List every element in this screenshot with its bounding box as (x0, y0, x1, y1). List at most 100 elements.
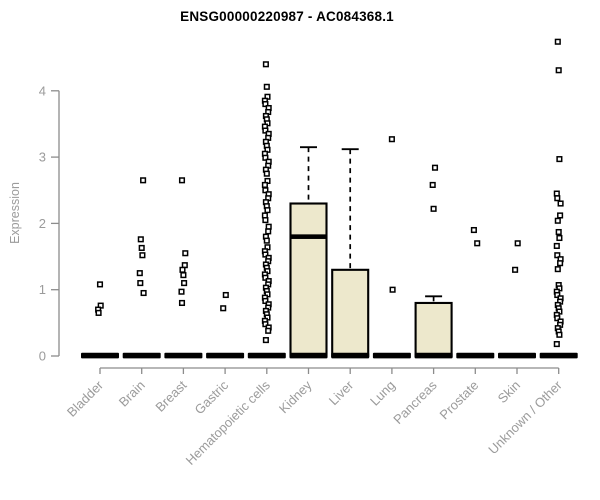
outlier-point (136, 270, 143, 277)
outlier-point (554, 315, 561, 322)
outlier-point (137, 280, 144, 287)
y-tick-label: 2 (39, 216, 46, 231)
outlier-point (262, 321, 269, 328)
outlier-point (262, 154, 269, 161)
outlier-point (554, 217, 561, 224)
y-tick-label: 3 (39, 150, 46, 165)
outlier-point (262, 274, 269, 281)
outlier-point (555, 228, 562, 236)
category-kidney (289, 146, 328, 359)
outlier-point (180, 272, 187, 279)
outlier-point (137, 236, 144, 243)
outlier-point (554, 38, 561, 45)
outlier-point (265, 228, 272, 235)
zero-median-bar (81, 352, 119, 359)
zero-median-bar (122, 352, 161, 359)
x-tick-label-bladder: Bladder (64, 377, 107, 420)
outlier-point (264, 207, 271, 214)
outlier-point (262, 127, 269, 134)
outlier-point (262, 251, 269, 258)
outlier-point (178, 177, 186, 184)
zero-median-bar (456, 352, 495, 359)
category-pancreas (414, 164, 453, 359)
outlier-point (553, 341, 560, 348)
outlier-point (263, 170, 270, 177)
outlier-point (222, 291, 229, 299)
outlier-point (557, 260, 564, 267)
outlier-point (555, 67, 562, 74)
outlier-point (553, 242, 560, 249)
y-tick-label: 1 (39, 282, 46, 297)
zero-median-bar (372, 352, 411, 359)
zero-median-bar (206, 352, 245, 359)
outlier-point (138, 244, 145, 251)
category-liver (331, 148, 370, 359)
zero-median-bar (414, 352, 453, 359)
outlier-point (261, 181, 268, 188)
x-tick-label-kidney: Kidney (276, 377, 315, 416)
box (414, 301, 453, 358)
outlier-point (265, 327, 272, 334)
outlier-point (262, 101, 269, 108)
y-axis: 0 1 2 3 4 (39, 83, 60, 364)
category-skin (498, 240, 536, 359)
zero-median-bar (247, 352, 286, 359)
category-brain (122, 177, 161, 359)
category-gastric (206, 291, 245, 359)
outlier-point (470, 226, 477, 234)
x-tick-label-gastric: Gastric (192, 377, 232, 417)
outlier-point (95, 309, 102, 316)
outlier-point (140, 289, 147, 297)
outlier-point (178, 299, 186, 307)
outlier-point (430, 205, 437, 212)
outlier-point (262, 61, 269, 68)
x-tick-label-liver: Liver (326, 377, 357, 408)
category-breast (164, 177, 203, 359)
chart-title: ENSG00000220987 - AC084368.1 (180, 9, 394, 24)
outlier-point (139, 252, 146, 259)
outlier-point (556, 156, 563, 163)
outlier-point (514, 240, 521, 247)
x-tick-label-prostate: Prostate (437, 378, 482, 423)
outlier-point (262, 297, 269, 305)
outlier-point (263, 237, 270, 244)
y-tick-label: 0 (39, 349, 46, 364)
x-tick-label-lung: Lung (367, 378, 398, 409)
outlier-point (557, 200, 564, 207)
x-tick-label-unknown-other: Unknown / Other (485, 377, 565, 457)
outlier-point (388, 136, 395, 143)
outlier-point (554, 291, 561, 299)
median-line (291, 234, 326, 239)
outlier-point (557, 212, 564, 219)
zero-median-bar (289, 352, 328, 359)
category-prostate (456, 226, 495, 359)
outlier-point (554, 195, 561, 202)
zero-median-bar (539, 352, 578, 359)
x-tick-label-pancreas: Pancreas (390, 377, 440, 427)
zero-median-bar (164, 352, 203, 359)
outlier-point (262, 337, 269, 344)
outlier-point (556, 234, 563, 242)
category-bladder (81, 281, 119, 359)
outlier-point (554, 252, 561, 259)
outlier-point (179, 266, 186, 273)
x-tick-label-breast: Breast (152, 377, 189, 414)
outlier-point (262, 187, 269, 194)
outlier-point (512, 266, 519, 273)
category-hematopoietic-cells (247, 61, 286, 359)
x-tick-label-skin: Skin (495, 378, 523, 406)
outlier-point (431, 164, 439, 171)
outlier-point (181, 280, 188, 287)
y-tick-label: 4 (39, 83, 46, 98)
box (331, 268, 370, 358)
outlier-point (556, 331, 563, 338)
zero-median-bar (498, 352, 536, 359)
x-tick-label-brain: Brain (116, 378, 148, 410)
outlier-point (389, 286, 396, 293)
box (289, 202, 328, 358)
outlier-point (263, 83, 270, 90)
outlier-point (182, 250, 189, 257)
category-lung (372, 136, 411, 359)
